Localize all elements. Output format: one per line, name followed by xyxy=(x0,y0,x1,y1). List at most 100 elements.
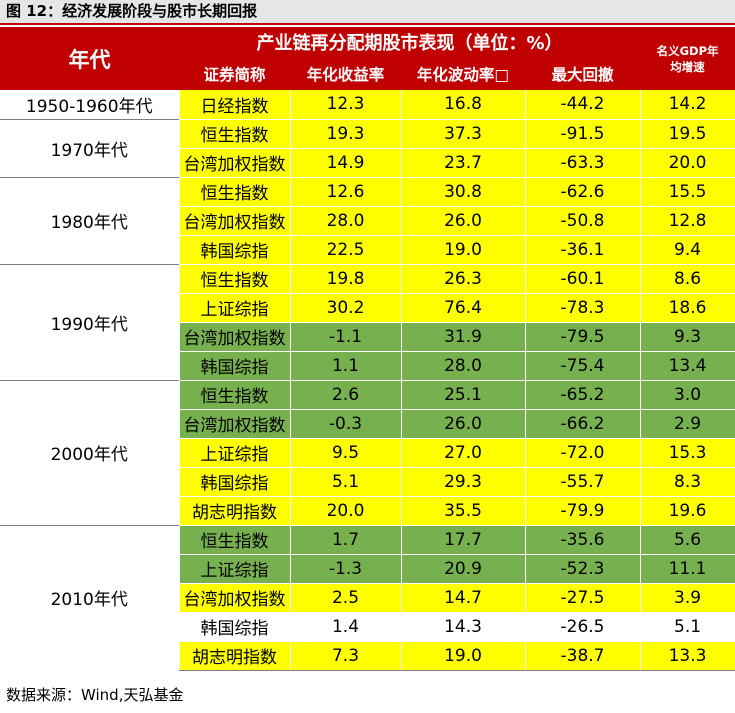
annual-volatility-cell: 27.0 xyxy=(401,438,526,468)
gdp-growth-cell: 5.6 xyxy=(640,525,735,555)
table-row: 上证综指 30.2 76.4 -78.3 18.6 xyxy=(0,293,735,323)
annual-return-cell: -1.1 xyxy=(290,322,402,352)
gdp-growth-cell: 13.3 xyxy=(640,641,735,671)
era-label: 1980年代 xyxy=(0,176,179,264)
gdp-growth-cell: 3.9 xyxy=(640,583,735,613)
security-name-cell: 台湾加权指数 xyxy=(178,322,291,352)
max-drawdown-cell: -75.4 xyxy=(525,351,641,381)
annual-return-cell: 12.6 xyxy=(290,177,402,207)
annual-return-cell: 5.1 xyxy=(290,467,402,497)
security-name-cell: 恒生指数 xyxy=(178,264,291,294)
table-row: 台湾加权指数 -0.3 26.0 -66.2 2.9 xyxy=(0,409,735,439)
security-name-cell: 上证综指 xyxy=(178,438,291,468)
annual-volatility-cell: 76.4 xyxy=(401,293,526,323)
max-drawdown-cell: -52.3 xyxy=(525,554,641,584)
table-row: 胡志明指数 20.0 35.5 -79.9 19.6 xyxy=(0,496,735,526)
gdp-growth-cell: 12.8 xyxy=(640,206,735,236)
gdp-growth-cell: 5.1 xyxy=(640,612,735,642)
table-row: 台湾加权指数 -1.1 31.9 -79.5 9.3 xyxy=(0,322,735,352)
max-drawdown-cell: -60.1 xyxy=(525,264,641,294)
era-label: 1990年代 xyxy=(0,263,179,380)
max-drawdown-cell: -50.8 xyxy=(525,206,641,236)
max-drawdown-cell: -78.3 xyxy=(525,293,641,323)
annual-volatility-cell: 19.0 xyxy=(401,641,526,671)
max-drawdown-cell: -35.6 xyxy=(525,525,641,555)
gdp-growth-cell: 11.1 xyxy=(640,554,735,584)
table-row: 台湾加权指数 2.5 14.7 -27.5 3.9 xyxy=(0,583,735,613)
gdp-growth-cell: 19.6 xyxy=(640,496,735,526)
table-row: 1970年代 恒生指数 19.3 37.3 -91.5 19.5 xyxy=(0,118,735,177)
table-row: 韩国综指 5.1 29.3 -55.7 8.3 xyxy=(0,467,735,497)
gdp-growth-cell: 13.4 xyxy=(640,351,735,381)
gdp-growth-cell: 8.6 xyxy=(640,264,735,294)
security-name-cell: 台湾加权指数 xyxy=(178,206,291,236)
annual-volatility-cell: 26.0 xyxy=(401,409,526,439)
max-drawdown-cell: -66.2 xyxy=(525,409,641,439)
annual-return-cell: 22.5 xyxy=(290,235,402,265)
security-name-cell: 上证综指 xyxy=(178,293,291,323)
table-row: 胡志明指数 7.3 19.0 -38.7 13.3 xyxy=(0,641,735,671)
security-name-cell: 韩国综指 xyxy=(178,351,291,381)
annual-volatility-cell: 28.0 xyxy=(401,351,526,381)
table-body: 1950-1960年代 日经指数 12.3 16.8 -44.2 14.2 1970年代 恒生… xyxy=(0,90,735,671)
gdp-growth-cell: 15.5 xyxy=(640,177,735,207)
security-name-cell: 胡志明指数 xyxy=(178,641,291,671)
header-annual-volatility: 年化波动率□ xyxy=(401,57,525,90)
annual-volatility-cell: 26.3 xyxy=(401,264,526,294)
security-name-cell: 恒生指数 xyxy=(178,525,291,555)
stock-return-table: 年代 产业链再分配期股市表现（单位：%） 名义GDP年 均增速 证券简称 年化收… xyxy=(0,27,735,671)
annual-return-cell: 2.5 xyxy=(290,583,402,613)
table-row: 韩国综指 22.5 19.0 -36.1 9.4 xyxy=(0,235,735,265)
max-drawdown-cell: -91.5 xyxy=(525,119,641,149)
annual-volatility-cell: 19.0 xyxy=(401,235,526,265)
security-name-cell: 台湾加权指数 xyxy=(178,409,291,439)
max-drawdown-cell: -63.3 xyxy=(525,148,641,178)
annual-return-cell: 7.3 xyxy=(290,641,402,671)
table-row: 2010年代 恒生指数 1.7 17.7 -35.6 5.6 xyxy=(0,524,735,670)
header-annual-return: 年化收益率 xyxy=(290,57,401,90)
annual-volatility-cell: 31.9 xyxy=(401,322,526,352)
annual-return-cell: 1.1 xyxy=(290,351,402,381)
table-row: 上证综指 -1.3 20.9 -52.3 11.1 xyxy=(0,554,735,584)
table-row: 1980年代 恒生指数 12.6 30.8 -62.6 15.5 xyxy=(0,176,735,264)
annual-return-cell: 14.9 xyxy=(290,148,402,178)
gdp-growth-cell: 14.2 xyxy=(640,90,735,120)
max-drawdown-cell: -26.5 xyxy=(525,612,641,642)
annual-volatility-cell: 29.3 xyxy=(401,467,526,497)
annual-volatility-cell: 23.7 xyxy=(401,148,526,178)
gdp-growth-cell: 19.5 xyxy=(640,119,735,149)
gdp-growth-cell: 3.0 xyxy=(640,380,735,410)
security-name-cell: 上证综指 xyxy=(178,554,291,584)
era-label: 1970年代 xyxy=(0,118,179,177)
annual-volatility-cell: 30.8 xyxy=(401,177,526,207)
security-name-cell: 韩国综指 xyxy=(178,467,291,497)
max-drawdown-cell: -38.7 xyxy=(525,641,641,671)
gdp-growth-cell: 9.4 xyxy=(640,235,735,265)
header-security-name: 证券简称 xyxy=(179,57,290,90)
annual-return-cell: 20.0 xyxy=(290,496,402,526)
annual-volatility-cell: 16.8 xyxy=(401,90,526,120)
security-name-cell: 恒生指数 xyxy=(178,380,291,410)
gdp-growth-cell: 18.6 xyxy=(640,293,735,323)
table-row: 2000年代 恒生指数 2.6 25.1 -65.2 3.0 xyxy=(0,379,735,525)
max-drawdown-cell: -27.5 xyxy=(525,583,641,613)
annual-return-cell: 2.6 xyxy=(290,380,402,410)
annual-return-cell: 19.8 xyxy=(290,264,402,294)
max-drawdown-cell: -79.9 xyxy=(525,496,641,526)
gdp-growth-cell: 15.3 xyxy=(640,438,735,468)
table-row: 韩国综指 1.4 14.3 -26.5 5.1 xyxy=(0,612,735,642)
security-name-cell: 恒生指数 xyxy=(178,119,291,149)
annual-return-cell: 1.4 xyxy=(290,612,402,642)
annual-return-cell: 30.2 xyxy=(290,293,402,323)
era-label: 1950-1960年代 xyxy=(0,90,179,119)
header-gdp-line1: 名义GDP年 xyxy=(656,43,719,58)
annual-return-cell: -0.3 xyxy=(290,409,402,439)
gdp-growth-cell: 9.3 xyxy=(640,322,735,352)
annual-return-cell: 9.5 xyxy=(290,438,402,468)
era-label: 2010年代 xyxy=(0,524,179,670)
figure-title: 图 12：经济发展阶段与股市长期回报 xyxy=(0,0,735,25)
header-max-drawdown: 最大回撤 xyxy=(525,57,641,90)
annual-return-cell: 12.3 xyxy=(290,90,402,120)
security-name-cell: 韩国综指 xyxy=(178,612,291,642)
annual-volatility-cell: 14.3 xyxy=(401,612,526,642)
